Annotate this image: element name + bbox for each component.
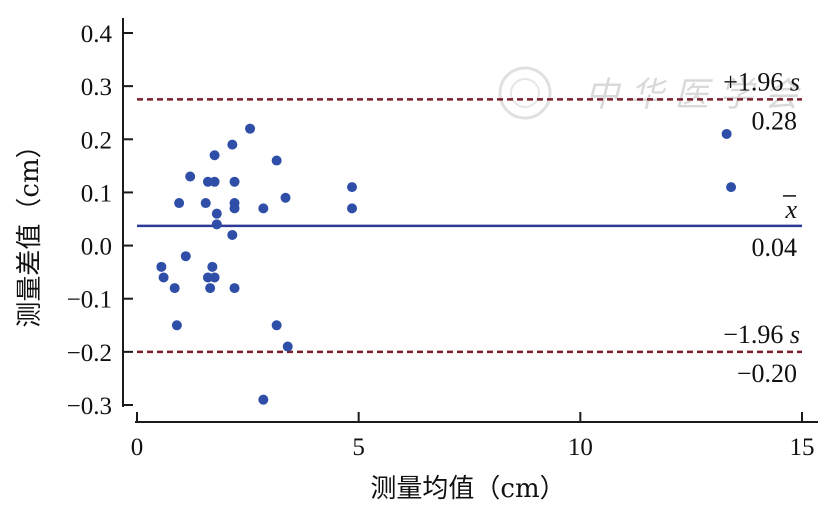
data-point — [229, 283, 240, 294]
y-tick-label: 0.4 — [81, 21, 113, 48]
reference-line-label: x — [784, 195, 797, 224]
data-point — [282, 341, 293, 352]
data-point — [205, 283, 216, 294]
data-point — [209, 176, 220, 187]
data-point — [169, 283, 180, 294]
data-point — [229, 176, 240, 187]
data-point — [211, 219, 222, 230]
data-point — [209, 272, 220, 283]
y-tick-label: 0.0 — [81, 234, 112, 261]
reference-line-value: 0.28 — [752, 106, 798, 135]
data-point — [185, 171, 196, 182]
data-point — [726, 182, 737, 193]
data-point — [258, 203, 269, 214]
x-tick-label: 10 — [568, 434, 593, 461]
y-tick-label: 0.2 — [81, 127, 112, 154]
data-point — [227, 139, 238, 150]
data-point — [271, 320, 282, 331]
y-axis-title: 测量差值（cm） — [15, 132, 45, 327]
y-tick-label: −0.3 — [67, 393, 112, 420]
x-axis-title: 测量均值（cm） — [370, 474, 565, 504]
data-point — [171, 320, 182, 331]
data-point — [721, 128, 732, 139]
reference-line-value: −0.20 — [737, 359, 797, 388]
data-point — [258, 394, 269, 405]
reference-line-value: 0.04 — [752, 233, 798, 262]
reference-line-label: +1.96 s — [723, 67, 800, 96]
data-point — [158, 272, 169, 283]
data-point — [174, 198, 185, 209]
data-point — [229, 203, 240, 214]
axes: 0.4 0.3 0.2 0.1 0.0 −0.1 −0.2 −0.3 0 5 10 15 — [67, 18, 818, 461]
data-point — [200, 198, 211, 209]
data-points — [156, 123, 737, 405]
data-point — [271, 155, 282, 166]
y-tick-label: −0.1 — [67, 287, 112, 314]
data-point — [347, 182, 358, 193]
y-tick-label: 0.3 — [81, 74, 112, 101]
reference-line-label: −1.96 s — [723, 320, 800, 349]
data-point — [280, 192, 291, 203]
data-point — [227, 229, 238, 240]
watermark-seal-icon — [498, 66, 552, 120]
x-tick-label: 0 — [131, 434, 144, 461]
watermark: 中 华 医 学 会 — [498, 66, 802, 120]
x-tick-label: 5 — [352, 434, 365, 461]
data-point — [156, 261, 167, 272]
watermark-text: 中 华 医 学 会 — [585, 75, 802, 115]
data-point — [211, 208, 222, 219]
data-point — [209, 150, 220, 161]
reference-lines: +1.96 s 0.28 x 0.04 −1.96 s −0.20 — [137, 67, 802, 388]
data-point — [347, 203, 358, 214]
x-tick-label: 15 — [790, 434, 815, 461]
data-point — [245, 123, 256, 134]
data-point — [180, 251, 191, 262]
y-tick-label: −0.2 — [67, 340, 112, 367]
data-point — [207, 261, 218, 272]
y-tick-label: 0.1 — [81, 180, 112, 207]
